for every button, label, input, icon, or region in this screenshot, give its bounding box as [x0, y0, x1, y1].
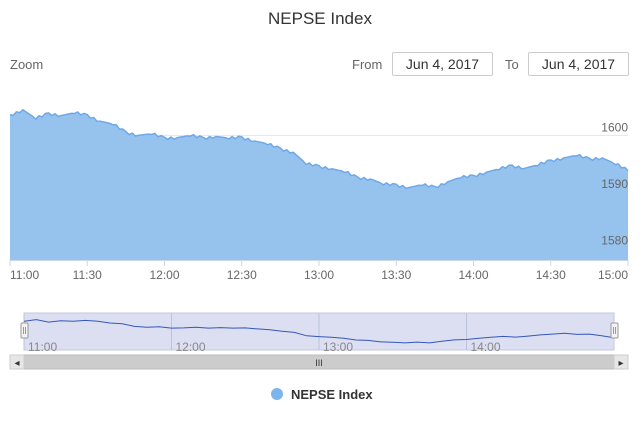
chart-title: NEPSE Index [268, 9, 372, 28]
navigator-series-line [23, 319, 615, 344]
navigator-left-handle[interactable] [20, 322, 29, 339]
navigator-tick-label: 12:00 [176, 340, 206, 354]
legend-marker-icon[interactable] [271, 388, 283, 400]
x-tick-label: 14:00 [458, 268, 488, 282]
from-date-input[interactable] [392, 52, 493, 76]
x-tick-label: 11:00 [10, 268, 39, 282]
scroll-left-button[interactable]: ◂ [9, 354, 25, 370]
navigator[interactable]: 11:00 12:00 13:00 14:00 [20, 312, 619, 354]
y-tick-label: 1590 [601, 177, 628, 191]
navigator-tick-label: 14:00 [471, 340, 501, 354]
to-label: To [505, 57, 519, 72]
x-tick-label: 11:30 [73, 268, 102, 282]
navigator-tick-label: 13:00 [323, 340, 353, 354]
scroll-right-button[interactable]: ▸ [613, 354, 629, 370]
y-tick-label: 1580 [601, 234, 628, 248]
scrollbar-grip[interactable]: III [315, 358, 323, 368]
x-axis-ticks: 11:00 11:30 12:00 12:30 13:00 13:30 14:00 14:30… [9, 260, 629, 282]
legend-item-label[interactable]: NEPSE Index [291, 387, 373, 402]
scroll-right-arrow-icon[interactable]: ▸ [618, 358, 623, 369]
y-axis-ticks: 1580 1590 1600 [601, 120, 628, 247]
y-tick-label: 1600 [601, 120, 628, 134]
x-tick-label: 13:30 [381, 268, 411, 282]
navigator-tick-label: 11:00 [28, 340, 57, 354]
series-area [10, 109, 628, 260]
x-tick-label: 12:00 [149, 268, 179, 282]
x-tick-label: 13:00 [304, 268, 334, 282]
x-tick-label: 12:30 [227, 268, 257, 282]
to-date-input[interactable] [528, 52, 629, 76]
series-line [9, 108, 629, 190]
navigator-right-handle[interactable] [610, 322, 619, 339]
x-tick-label: 15:00 [598, 268, 628, 282]
navigator-ticks: 11:00 12:00 13:00 14:00 [28, 340, 501, 354]
x-tick-label: 14:30 [536, 268, 566, 282]
zoom-label: Zoom [10, 57, 43, 72]
scrollbar[interactable]: III ◂ ▸ [9, 354, 629, 370]
from-label: From [352, 57, 382, 72]
scroll-left-arrow-icon[interactable]: ◂ [14, 358, 19, 369]
legend[interactable]: NEPSE Index [271, 387, 373, 402]
